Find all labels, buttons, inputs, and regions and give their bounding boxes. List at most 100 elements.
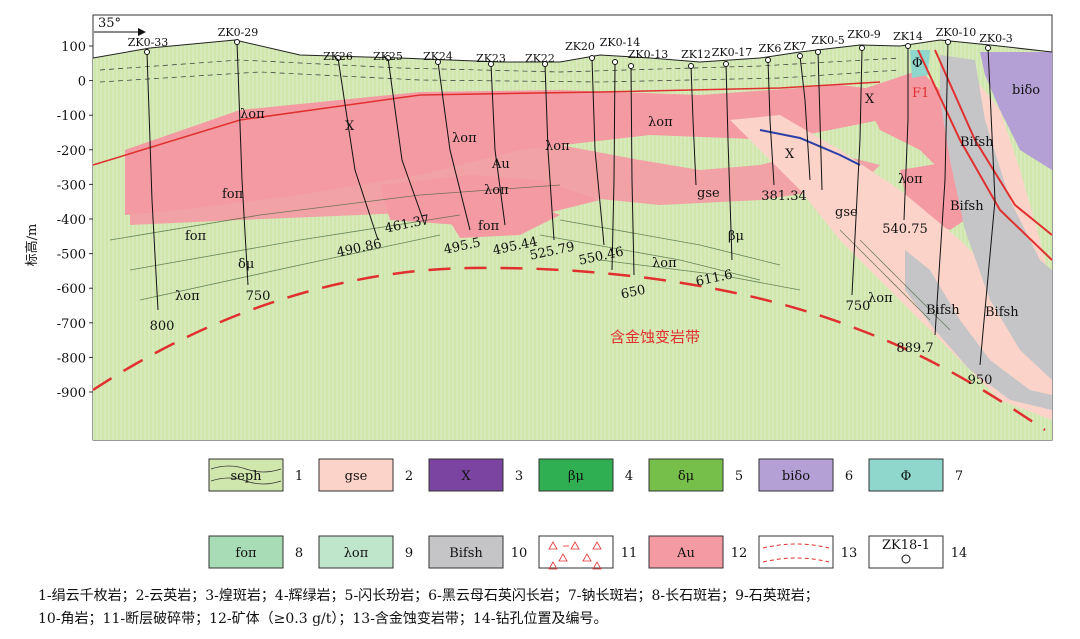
legend-number: 6 (845, 469, 853, 484)
lamprophyre-dike (759, 129, 861, 166)
drill-collar-marker (542, 61, 548, 67)
label-x-1: X (345, 119, 355, 134)
drillhole-label: ZK26 (323, 50, 353, 63)
legend-swatch (318, 535, 394, 569)
y-tick-label: -400 (57, 213, 86, 228)
drill-collar-marker (945, 39, 951, 45)
label-bido: biδo (1012, 83, 1040, 98)
rock-labels: λoπ X λoπ λoπ λoπ Au λoπ foπ foπ δμ λoπ … (175, 56, 1040, 346)
drillhole-label: ZK20 (565, 40, 595, 53)
caption-line-1: 1-绢云千枚岩；2-云英岩；3-煌斑岩；4-辉绿岩；5-闪长玢岩；6-黑云母石英… (38, 588, 819, 604)
y-tick-label: -300 (57, 178, 86, 193)
label-lop-5: λoπ (484, 183, 509, 198)
drill-collar-marker (859, 45, 865, 51)
label-gse-1: gse (697, 186, 720, 201)
dike-lines (109, 184, 951, 331)
depth-label: 750 (246, 289, 271, 304)
legend-pattern (570, 541, 580, 550)
legend-number: 5 (735, 469, 743, 484)
drill-collars: ZK0-33 ZK0-29 ZK26 ZK25 ZK24 ZK23 ZK22 ZK20 ZK0-… (128, 26, 1013, 69)
label-lop-3: λoπ (545, 139, 570, 154)
legend-pattern (548, 541, 558, 550)
legend-text: Au (676, 546, 695, 561)
y-tick-label: -700 (57, 317, 86, 332)
legend-number: 7 (955, 469, 963, 484)
depth-label: 950 (968, 373, 993, 388)
legend-number: 13 (841, 546, 858, 561)
legend-text: seph (230, 469, 262, 484)
legend-swatch (428, 458, 504, 492)
legend-pattern (592, 561, 602, 570)
legend-text: λoπ (344, 546, 369, 561)
drill-collar-marker (765, 57, 771, 63)
label-dmu: δμ (238, 257, 254, 272)
depth-label: 750 (846, 299, 871, 314)
drillhole-label: ZK23 (476, 52, 506, 65)
y-tick-label: -500 (57, 248, 86, 263)
legend-number: 2 (405, 469, 413, 484)
drillhole-label: ZK24 (423, 50, 453, 63)
drillhole-label: ZK6 (759, 42, 782, 55)
drill-collar-marker (385, 55, 391, 61)
drillhole-label: ZK12 (681, 48, 711, 61)
label-lop-7: λoπ (652, 256, 677, 271)
drill-collar-marker (488, 61, 494, 67)
legend-swatch (538, 535, 614, 569)
drillhole-label: ZK0-29 (218, 26, 259, 39)
legend-pattern (558, 553, 568, 562)
legend-item: βμ 4 (538, 458, 633, 492)
label-fop-1: foπ (222, 187, 244, 202)
orientation-label: 35° (98, 16, 121, 31)
caption-line-2: 10-角岩；11-断层破碎带；12-矿体（≥0.3 g/t）；13-含金蚀变岩带… (38, 611, 608, 627)
legend-swatch (868, 458, 944, 492)
orientation-arrow: 35° (94, 16, 146, 36)
drill-traces (146, 41, 996, 366)
legend-item: Au 12 (648, 535, 747, 569)
drillhole-label: ZK0-10 (936, 26, 977, 39)
drill-collar-marker (435, 59, 441, 65)
legend-swatch (208, 458, 284, 492)
drill-collar-marker (797, 53, 803, 59)
albitophyre-body (910, 50, 930, 78)
drill-collar-marker (589, 55, 595, 61)
depth-label: 650 (620, 283, 647, 303)
legend-pattern (582, 553, 592, 562)
legend-pattern (592, 541, 602, 550)
label-bifsh-4: Bifsh (985, 305, 1019, 320)
legend-pattern (548, 561, 558, 570)
drillhole-label: ZK0-9 (847, 28, 881, 41)
legend-item: gse 2 (318, 458, 413, 492)
drillhole-label: ZK0-33 (128, 36, 169, 49)
y-tick-label: 100 (61, 40, 86, 55)
drillhole-label: ZK0-17 (712, 46, 753, 59)
drillhole-label: ZK0-13 (628, 48, 669, 61)
hornfels-body (940, 55, 1052, 380)
y-axis-label: 标高/m (24, 224, 40, 267)
legend-item: 11 (538, 535, 637, 570)
depth-label: 540.75 (882, 222, 928, 237)
label-lop-4: λoπ (648, 115, 673, 130)
depth-label: 889.7 (896, 341, 933, 356)
label-bifsh-3: Bifsh (926, 303, 960, 318)
legend-item: foπ 8 (208, 535, 303, 569)
strata-lines (99, 57, 901, 83)
y-tick-label: -200 (57, 144, 86, 159)
legend-number: 14 (951, 546, 968, 561)
legend-text: ZK18-1 (882, 538, 930, 553)
label-x-3: X (865, 92, 875, 107)
drill-collar-marker (815, 49, 821, 55)
legend-swatch (758, 535, 834, 569)
figure-caption: 1-绢云千枚岩；2-云英岩；3-煌斑岩；4-辉绿岩；5-闪长玢岩；6-黑云母石英… (38, 585, 1068, 631)
legend-item: Bifsh 10 (428, 535, 527, 569)
label-f1: F1 (912, 86, 929, 101)
legend-text: Φ (901, 469, 912, 484)
drillhole-label: ZK7 (784, 40, 807, 53)
legend-item: λoπ 9 (318, 535, 413, 569)
label-au: Au (491, 157, 510, 172)
y-tick-label: -900 (57, 386, 86, 401)
y-tick-label: -600 (57, 282, 86, 297)
drill-collar-marker (628, 63, 634, 69)
drill-collar-marker (905, 43, 911, 49)
